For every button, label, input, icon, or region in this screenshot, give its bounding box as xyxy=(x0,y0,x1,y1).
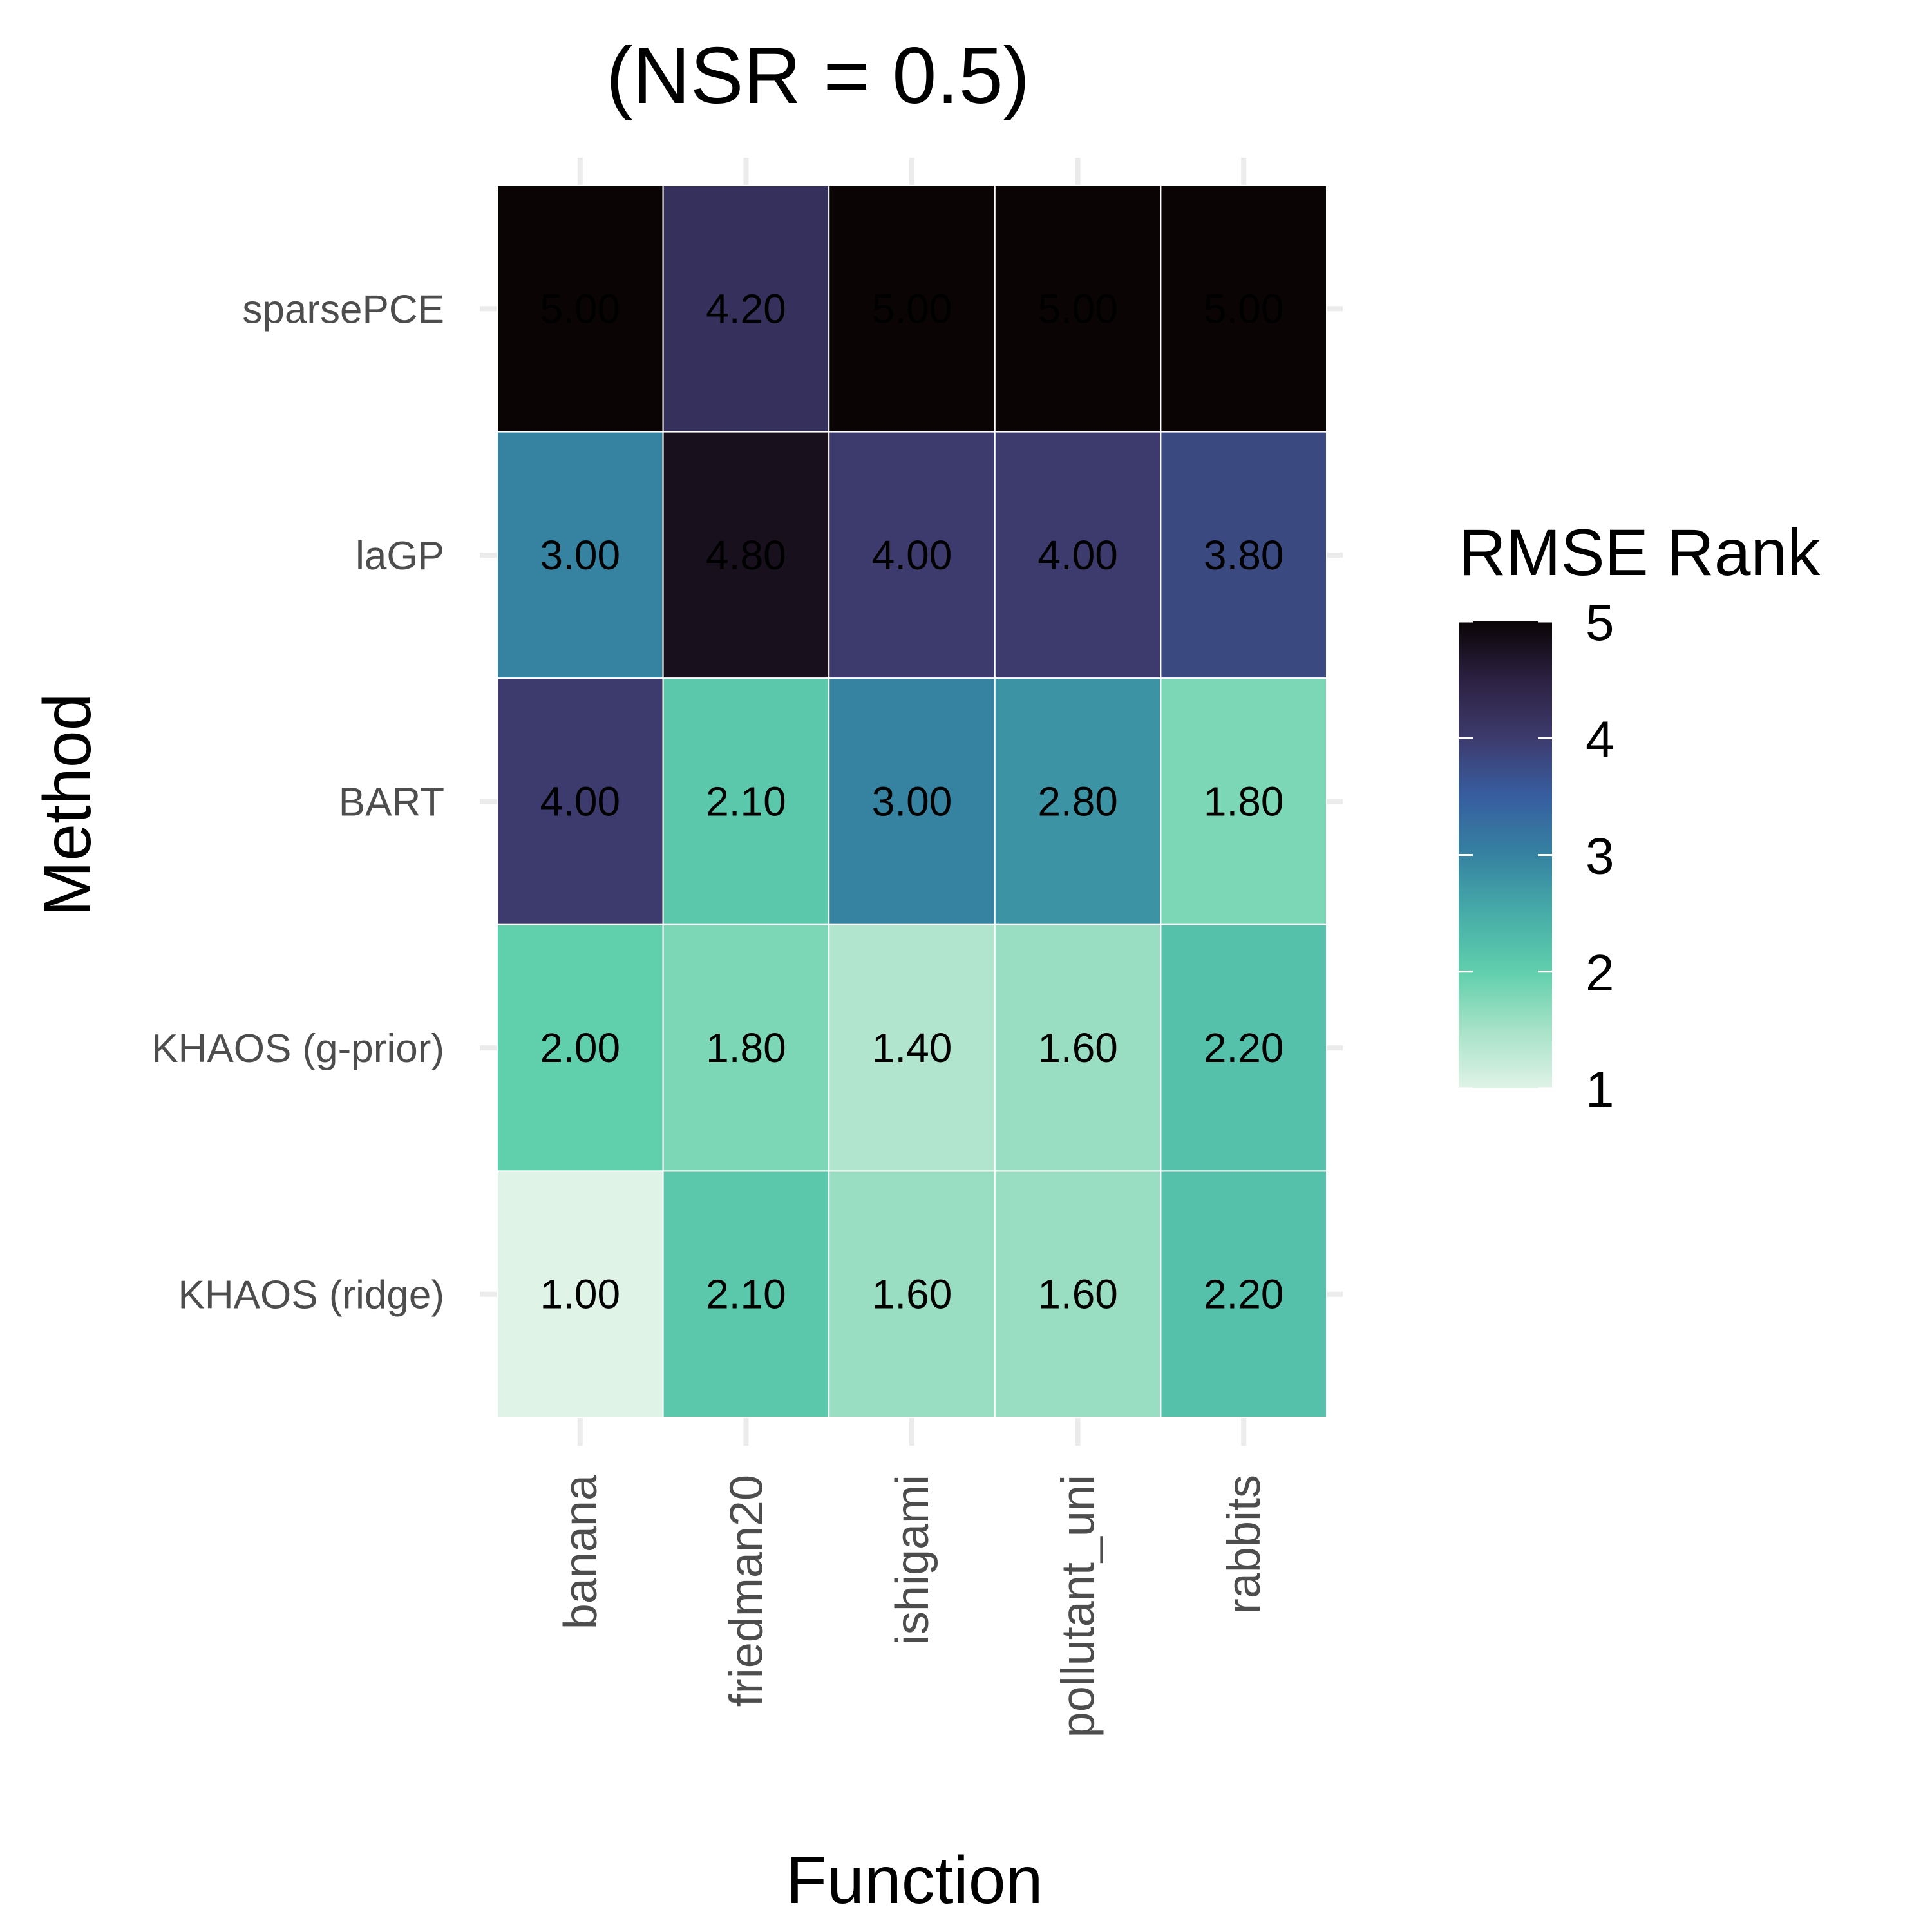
legend-tick-label: 5 xyxy=(1586,594,1615,651)
heatmap-cell xyxy=(828,677,996,925)
legend-colorbar xyxy=(1459,621,1552,1088)
cell-value-label: 3.00 xyxy=(540,532,621,578)
heatmap-cell xyxy=(497,1170,664,1419)
heatmap-cell xyxy=(994,185,1162,433)
cell-value-label: 2.10 xyxy=(706,1271,786,1318)
legend-ticks: 1 2 3 4 5 xyxy=(1459,594,1615,1118)
cell-value-label: 4.00 xyxy=(1037,532,1118,578)
x-tick-label: ishigami xyxy=(887,1475,938,1645)
heatmap-cells xyxy=(497,185,1328,1419)
heatmap-cell xyxy=(994,431,1162,679)
heatmap-cell xyxy=(994,677,1162,925)
color-legend: RMSE Rank 1 2 3 4 5 xyxy=(1459,516,1821,1118)
heatmap-cell xyxy=(497,185,664,433)
x-tick-label: friedman20 xyxy=(721,1475,772,1707)
cell-value-label: 4.00 xyxy=(872,532,952,578)
cell-value-label: 2.20 xyxy=(1204,1025,1284,1071)
y-tick-labels: sparsePCE laGP BART KHAOS (g-prior) KHAOS (r… xyxy=(151,287,444,1317)
cell-value-label: 1.80 xyxy=(706,1025,786,1071)
cell-value-label: 1.80 xyxy=(1204,779,1284,825)
cell-value-label: 3.00 xyxy=(872,779,952,825)
legend-tick-label: 4 xyxy=(1586,710,1615,768)
heatmap-cell xyxy=(497,923,664,1172)
x-tick-label: rabbits xyxy=(1218,1475,1270,1614)
x-tick-labels: banana friedman20 ishigami pollutant_uni rab… xyxy=(555,1474,1270,1738)
heatmap-cell xyxy=(662,185,830,433)
cell-value-label: 4.20 xyxy=(706,285,786,332)
heatmap-cell xyxy=(1160,677,1328,925)
cell-value-labels: 5.00 4.20 5.00 5.00 5.00 3.00 4.80 4.00 4.00 3.80… xyxy=(540,285,1284,1317)
heatmap-cell xyxy=(662,677,830,925)
y-tick-label: BART xyxy=(339,781,444,825)
heatmap-cell xyxy=(662,431,830,679)
cell-value-label: 3.80 xyxy=(1204,532,1284,578)
x-tick-label: pollutant_uni xyxy=(1053,1475,1104,1738)
cell-value-label: 5.00 xyxy=(1037,285,1118,332)
heatmap-cell xyxy=(497,677,664,925)
heatmap-cell xyxy=(828,923,996,1172)
heatmap-cell xyxy=(662,1170,830,1419)
heatmap-cell xyxy=(994,1170,1162,1419)
legend-tick-label: 3 xyxy=(1586,828,1615,885)
legend-tick-label: 1 xyxy=(1586,1061,1615,1118)
heatmap-cell xyxy=(828,431,996,679)
cell-value-label: 4.00 xyxy=(540,779,621,825)
y-tick-label: sparsePCE xyxy=(242,287,444,332)
chart-title: (NSR = 0.5) xyxy=(606,32,1030,120)
cell-value-label: 1.60 xyxy=(1037,1025,1118,1071)
y-tick-label: KHAOS (g-prior) xyxy=(151,1027,444,1071)
heatmap-cell xyxy=(1160,185,1328,433)
cell-value-label: 1.60 xyxy=(872,1271,952,1318)
y-tick-label: laGP xyxy=(355,534,444,578)
cell-value-label: 5.00 xyxy=(872,285,952,332)
heatmap-cell xyxy=(828,1170,996,1419)
legend-title: RMSE Rank xyxy=(1459,516,1821,589)
heatmap-cell xyxy=(497,431,664,679)
heatmap-cell xyxy=(1160,923,1328,1172)
cell-value-label: 5.00 xyxy=(1204,285,1284,332)
cell-value-label: 5.00 xyxy=(540,285,621,332)
y-axis-title: Method xyxy=(30,694,105,917)
x-tick-label: banana xyxy=(555,1474,607,1629)
legend-tick-label: 2 xyxy=(1586,944,1615,1001)
cell-value-label: 2.80 xyxy=(1037,779,1118,825)
cell-value-label: 2.00 xyxy=(540,1025,621,1071)
cell-value-label: 4.80 xyxy=(706,532,786,578)
heatmap-cell xyxy=(994,923,1162,1172)
cell-value-label: 1.60 xyxy=(1037,1271,1118,1318)
cell-value-label: 2.20 xyxy=(1204,1271,1284,1318)
heatmap-cell xyxy=(1160,431,1328,679)
x-axis-title: Function xyxy=(786,1843,1043,1918)
heatmap-cell xyxy=(1160,1170,1328,1419)
cell-value-label: 1.40 xyxy=(872,1025,952,1071)
y-tick-label: KHAOS (ridge) xyxy=(178,1273,444,1318)
cell-value-label: 2.10 xyxy=(706,779,786,825)
cell-value-label: 1.00 xyxy=(540,1271,621,1318)
